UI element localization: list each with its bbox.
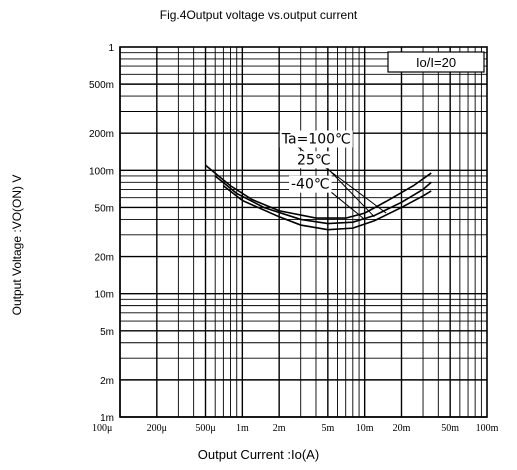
x-tick-label: 1m	[236, 423, 249, 434]
y-tick-label: 5m	[100, 327, 114, 338]
series-label-bg	[295, 151, 333, 169]
series-label: -40℃	[291, 177, 330, 193]
series-line	[204, 164, 432, 219]
y-tick-label: 10m	[95, 290, 114, 301]
x-tick-label: 5m	[321, 423, 334, 434]
y-tick-label: 50m	[95, 203, 114, 214]
x-tick-label: 200μ	[147, 423, 167, 434]
series-label-bg	[289, 175, 332, 193]
series-label: Ta=100℃	[281, 132, 351, 148]
y-tick-label: 1m	[100, 413, 114, 424]
series-line	[214, 175, 432, 225]
x-tick-label: 100m	[476, 423, 499, 434]
x-axis-label: Output Current :Io(A)	[197, 447, 320, 462]
chart-title: Fig.4Output voltage vs.output current	[159, 8, 358, 22]
x-tick-label: 100μ	[92, 423, 112, 434]
y-tick-label: 1	[108, 43, 114, 54]
y-tick-label: 500m	[89, 80, 114, 91]
x-tick-label: 10m	[356, 423, 374, 434]
series-label-bg	[279, 130, 353, 148]
y-tick-label: 100m	[89, 166, 114, 177]
plot-frame	[119, 46, 488, 418]
x-tick-label: 2m	[273, 423, 286, 434]
y-tick-label: 200m	[89, 129, 114, 140]
y-tick-label: 2m	[100, 376, 114, 387]
x-tick-label: 20m	[393, 423, 411, 434]
pointer-line	[321, 162, 375, 218]
x-tick-label: 50m	[441, 423, 459, 434]
y-tick-label: 20m	[95, 253, 114, 264]
x-tick-label: 500μ	[195, 423, 215, 434]
condition-label: Io/I=20	[416, 55, 456, 70]
series-line	[222, 185, 432, 231]
condition-box	[387, 51, 485, 73]
series-label: 25℃	[297, 152, 331, 168]
